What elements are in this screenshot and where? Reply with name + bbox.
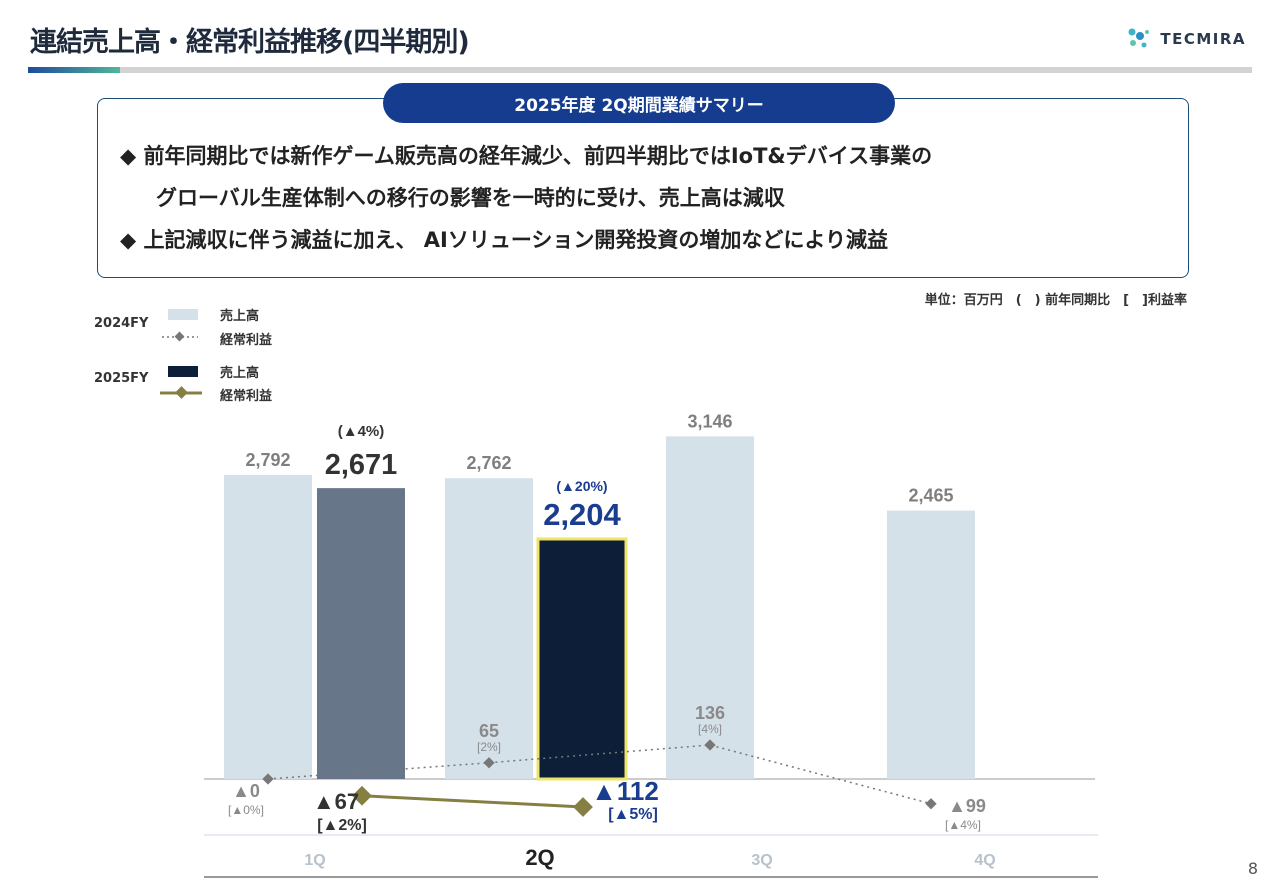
- bar-label-2024-4Q: 2,465: [908, 486, 953, 506]
- header-rule-accent: [28, 67, 120, 73]
- logo-icon: [1128, 28, 1150, 48]
- bar-label-2024-2Q: 2,762: [466, 453, 511, 473]
- legend-2024fy: 2024FY: [94, 316, 149, 331]
- line-2025-profit: [361, 794, 584, 809]
- margin-2024-profit-4Q: [▲4%]: [945, 818, 981, 832]
- page-number: 8: [1247, 859, 1258, 878]
- legend-2024-sales: 売上高: [220, 309, 260, 324]
- point-2024-profit-1Q: [262, 773, 274, 785]
- bar-2025-sales-2Q: [536, 537, 628, 781]
- margin-2024-profit-2Q: [2%]: [477, 740, 501, 754]
- bar-label-2025-2Q: 2,204: [543, 497, 621, 532]
- bar-yoy-2025-2Q: (▲20%): [556, 478, 607, 494]
- category-label-2Q: 2Q: [525, 845, 554, 870]
- margin-2024-profit-3Q: [4%]: [698, 722, 722, 736]
- legend-swatch-2025-profit: [160, 386, 202, 399]
- margin-2024-profit-1Q: [▲0%]: [228, 803, 264, 817]
- bar-label-2024-3Q: 3,146: [687, 411, 732, 431]
- legend-2024-profit: 経常利益: [220, 333, 273, 348]
- diamond-bullet-icon: ◆: [120, 228, 137, 252]
- point-2024-profit-2Q: [483, 757, 495, 769]
- point-2025-profit-2Q: [573, 797, 593, 817]
- logo: TECMIRA: [1126, 26, 1246, 52]
- bar-2024-sales-2Q: [445, 478, 533, 779]
- legend-2025-profit: 経常利益: [220, 389, 273, 404]
- diamond-bullet-icon: ◆: [120, 144, 137, 168]
- unit-note: 単位：百万円 ( ) 前年同期比 [ ]利益率: [924, 293, 1187, 308]
- page-title: 連結売上高・経常利益推移(四半期別): [30, 27, 470, 58]
- bullet-2: ◆ 上記減収に伴う減益に加え、 AIソリューション開発投資の増加などにより減益: [120, 219, 932, 261]
- point-2025-profit-1Q: [352, 785, 372, 806]
- label-2024-profit-4Q: ▲99: [948, 796, 986, 816]
- legend-swatch-2025-sales: [168, 366, 198, 377]
- bullet-1-line-2: グローバル生産体制への移行の影響を一時的に受け、売上高は減収: [156, 186, 785, 210]
- bullet-2-line-1: 上記減収に伴う減益に加え、 AIソリューション開発投資の増加などにより減益: [143, 228, 889, 252]
- header-rule: [28, 67, 1252, 73]
- bar-2024-sales-1Q: [224, 474, 312, 779]
- bullet-1-line-1: 前年同期比では新作ゲーム販売高の経年減少、前四半期比ではIoT&デバイス事業の: [143, 144, 933, 168]
- bar-2024-sales-3Q: [666, 436, 754, 779]
- margin-2025-profit-1Q: [▲2%]: [317, 817, 367, 834]
- category-label-3Q: 3Q: [751, 852, 772, 869]
- bullet-1: ◆ 前年同期比では新作ゲーム販売高の経年減少、前四半期比ではIoT&デバイス事業…: [120, 135, 932, 177]
- label-2025-profit-1Q: ▲67: [313, 789, 359, 814]
- legend-2025-sales: 売上高: [220, 366, 260, 381]
- label-2024-profit-1Q: ▲0: [232, 781, 260, 801]
- bar-yoy-2025-1Q: (▲4%): [338, 423, 385, 440]
- bar-label-2024-1Q: 2,792: [245, 450, 290, 470]
- logo-text: TECMIRA: [1160, 30, 1246, 48]
- category-label-1Q: 1Q: [304, 852, 325, 869]
- bar-2025-sales-1Q: [317, 488, 405, 779]
- point-2024-profit-4Q: [925, 798, 937, 810]
- legend-2025fy: 2025FY: [94, 371, 149, 386]
- label-2024-profit-2Q: 65: [479, 721, 499, 741]
- point-2024-profit-3Q: [704, 739, 716, 751]
- summary-bullets: ◆ 前年同期比では新作ゲーム販売高の経年減少、前四半期比ではIoT&デバイス事業…: [120, 135, 932, 261]
- label-2024-profit-3Q: 136: [695, 703, 725, 723]
- bar-label-2025-1Q: 2,671: [325, 449, 398, 481]
- summary-heading: 2025年度 2Q期間業績サマリー: [383, 83, 895, 123]
- label-2025-profit-2Q: ▲112: [591, 776, 659, 806]
- legend-swatch-2024-profit: [162, 331, 198, 342]
- bar-2024-sales-4Q: [887, 510, 975, 779]
- legend-swatch-2024-sales: [168, 309, 198, 320]
- margin-2025-profit-2Q: [▲5%]: [608, 806, 658, 823]
- category-label-4Q: 4Q: [974, 852, 995, 869]
